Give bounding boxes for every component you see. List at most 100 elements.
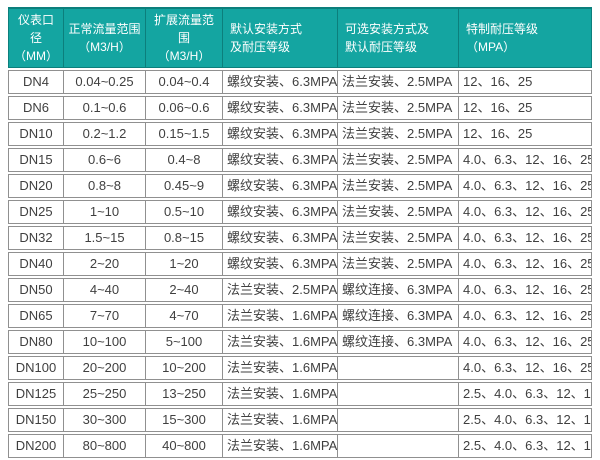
cell-special-pressure-ratings: 4.0、6.3、12、16、25: [458, 200, 592, 224]
cell-default-installation: 螺纹安装、6.3MPA: [222, 96, 337, 120]
header-special-pressure: 特制耐压等级 （MPA）: [458, 7, 592, 68]
cell-optional-installation: 螺纹连接、6.3MPA: [337, 330, 458, 354]
cell-extended-flow-range: 0.8~15: [145, 226, 222, 250]
table-row: DN20 0.8~8 0.45~9 螺纹安装、6.3MPA 法兰安装、2.5MPA 4.0…: [8, 174, 592, 198]
table-row: DN6 0.1~0.6 0.06~0.6 螺纹安装、6.3MPA 法兰安装、2.5MPA…: [8, 96, 592, 120]
cell-default-installation: 法兰安装、1.6MPA: [222, 382, 337, 406]
header-normal-flow-line2: （M3/H）: [78, 40, 131, 54]
cell-diameter: DN100: [8, 356, 63, 380]
cell-special-pressure-ratings: 4.0、6.3、12、16、25: [458, 330, 592, 354]
cell-normal-flow-range: 0.8~8: [63, 174, 145, 198]
header-normal-flow-line1: 正常流量范围: [68, 22, 141, 36]
cell-default-installation: 法兰安装、1.6MPA: [222, 434, 337, 458]
table-row: DN150 30~300 15~300 法兰安装、1.6MPA 2.5、4.0、6.3、…: [8, 408, 592, 432]
cell-special-pressure-ratings: 2.5、4.0、6.3、12、16: [458, 434, 592, 458]
cell-diameter: DN32: [8, 226, 63, 250]
cell-diameter: DN4: [8, 70, 63, 94]
cell-default-installation: 法兰安装、1.6MPA: [222, 330, 337, 354]
cell-special-pressure-ratings: 4.0、6.3、12、16、25: [458, 148, 592, 172]
cell-normal-flow-range: 4~40: [63, 278, 145, 302]
cell-optional-installation: 法兰安装、2.5MPA: [337, 252, 458, 276]
cell-diameter: DN80: [8, 330, 63, 354]
cell-optional-installation: 螺纹连接、6.3MPA: [337, 278, 458, 302]
cell-extended-flow-range: 0.15~1.5: [145, 122, 222, 146]
cell-extended-flow-range: 1~20: [145, 252, 222, 276]
cell-normal-flow-range: 1~10: [63, 200, 145, 224]
cell-normal-flow-range: 30~300: [63, 408, 145, 432]
cell-extended-flow-range: 0.04~0.4: [145, 70, 222, 94]
cell-optional-installation: 法兰安装、2.5MPA: [337, 148, 458, 172]
header-extended-flow-line2: （M3/H）: [157, 49, 211, 63]
cell-normal-flow-range: 0.2~1.2: [63, 122, 145, 146]
cell-special-pressure-ratings: 12、16、25: [458, 96, 592, 120]
cell-diameter: DN10: [8, 122, 63, 146]
cell-optional-installation: 法兰安装、2.5MPA: [337, 174, 458, 198]
cell-normal-flow-range: 1.5~15: [63, 226, 145, 250]
header-diameter-line2: （MM）: [14, 49, 58, 63]
cell-optional-installation: [337, 356, 458, 380]
cell-special-pressure-ratings: 4.0、6.3、12、16、25: [458, 304, 592, 328]
cell-special-pressure-ratings: 4.0、6.3、12、16、25: [458, 174, 592, 198]
header-optional-installation: 可选安装方式及 默认耐压等级: [337, 7, 458, 68]
cell-optional-installation: [337, 382, 458, 406]
cell-special-pressure-ratings: 2.5、4.0、6.3、12、16: [458, 382, 592, 406]
table-row: DN25 1~10 0.5~10 螺纹安装、6.3MPA 法兰安装、2.5MPA 4.0、…: [8, 200, 592, 224]
cell-extended-flow-range: 0.5~10: [145, 200, 222, 224]
cell-diameter: DN25: [8, 200, 63, 224]
cell-extended-flow-range: 2~40: [145, 278, 222, 302]
cell-normal-flow-range: 20~200: [63, 356, 145, 380]
table-row: DN65 7~70 4~70 法兰安装、1.6MPA 螺纹连接、6.3MPA 4.0、6.…: [8, 304, 592, 328]
flow-meter-spec-table: 仪表口径 （MM） 正常流量范围 （M3/H） 扩展流量范围 （M3/H） 默认…: [8, 5, 592, 460]
cell-special-pressure-ratings: 4.0、6.3、12、16、25: [458, 278, 592, 302]
cell-normal-flow-range: 7~70: [63, 304, 145, 328]
cell-special-pressure-ratings: 12、16、25: [458, 122, 592, 146]
cell-diameter: DN15: [8, 148, 63, 172]
cell-extended-flow-range: 40~800: [145, 434, 222, 458]
cell-special-pressure-ratings: 4.0、6.3、12、16、25: [458, 252, 592, 276]
cell-optional-installation: [337, 408, 458, 432]
table-row: DN200 80~800 40~800 法兰安装、1.6MPA 2.5、4.0、6.3、…: [8, 434, 592, 458]
cell-normal-flow-range: 10~100: [63, 330, 145, 354]
header-normal-flow-range: 正常流量范围 （M3/H）: [63, 7, 145, 68]
table-row: DN4 0.04~0.25 0.04~0.4 螺纹安装、6.3MPA 法兰安装、2.5M…: [8, 70, 592, 94]
cell-optional-installation: 法兰安装、2.5MPA: [337, 70, 458, 94]
cell-default-installation: 法兰安装、1.6MPA: [222, 304, 337, 328]
cell-default-installation: 螺纹安装、6.3MPA: [222, 70, 337, 94]
cell-normal-flow-range: 2~20: [63, 252, 145, 276]
cell-diameter: DN125: [8, 382, 63, 406]
table-row: DN15 0.6~6 0.4~8 螺纹安装、6.3MPA 法兰安装、2.5MPA 4.0、…: [8, 148, 592, 172]
cell-default-installation: 法兰安装、2.5MPA: [222, 278, 337, 302]
table-header: 仪表口径 （MM） 正常流量范围 （M3/H） 扩展流量范围 （M3/H） 默认…: [8, 7, 592, 68]
header-default-installation: 默认安装方式 及耐压等级: [222, 7, 337, 68]
cell-default-installation: 螺纹安装、6.3MPA: [222, 174, 337, 198]
cell-diameter: DN200: [8, 434, 63, 458]
cell-extended-flow-range: 10~200: [145, 356, 222, 380]
header-diameter: 仪表口径 （MM）: [8, 7, 63, 68]
header-extended-flow-line1: 扩展流量范围: [153, 13, 214, 45]
table-row: DN32 1.5~15 0.8~15 螺纹安装、6.3MPA 法兰安装、2.5MPA 4.…: [8, 226, 592, 250]
header-extended-flow-range: 扩展流量范围 （M3/H）: [145, 7, 222, 68]
header-special-pressure-line1: 特制耐压等级: [466, 22, 539, 36]
cell-default-installation: 螺纹安装、6.3MPA: [222, 122, 337, 146]
header-row: 仪表口径 （MM） 正常流量范围 （M3/H） 扩展流量范围 （M3/H） 默认…: [8, 7, 592, 68]
table-row: DN10 0.2~1.2 0.15~1.5 螺纹安装、6.3MPA 法兰安装、2.5MP…: [8, 122, 592, 146]
cell-extended-flow-range: 0.4~8: [145, 148, 222, 172]
cell-extended-flow-range: 4~70: [145, 304, 222, 328]
header-default-installation-line2: 及耐压等级: [230, 40, 291, 54]
cell-optional-installation: 螺纹连接、6.3MPA: [337, 304, 458, 328]
cell-default-installation: 螺纹安装、6.3MPA: [222, 148, 337, 172]
header-default-installation-line1: 默认安装方式: [230, 22, 303, 36]
cell-normal-flow-range: 25~250: [63, 382, 145, 406]
cell-special-pressure-ratings: 2.5、4.0、6.3、12、16: [458, 408, 592, 432]
cell-default-installation: 法兰安装、1.6MPA: [222, 408, 337, 432]
table-row: DN50 4~40 2~40 法兰安装、2.5MPA 螺纹连接、6.3MPA 4.0、6.…: [8, 278, 592, 302]
cell-diameter: DN6: [8, 96, 63, 120]
cell-extended-flow-range: 5~100: [145, 330, 222, 354]
cell-special-pressure-ratings: 4.0、6.3、12、16、25: [458, 356, 592, 380]
cell-special-pressure-ratings: 4.0、6.3、12、16、25: [458, 226, 592, 250]
cell-diameter: DN65: [8, 304, 63, 328]
cell-extended-flow-range: 15~300: [145, 408, 222, 432]
cell-normal-flow-range: 0.1~0.6: [63, 96, 145, 120]
header-diameter-line1: 仪表口径: [17, 13, 54, 45]
cell-default-installation: 螺纹安装、6.3MPA: [222, 200, 337, 224]
